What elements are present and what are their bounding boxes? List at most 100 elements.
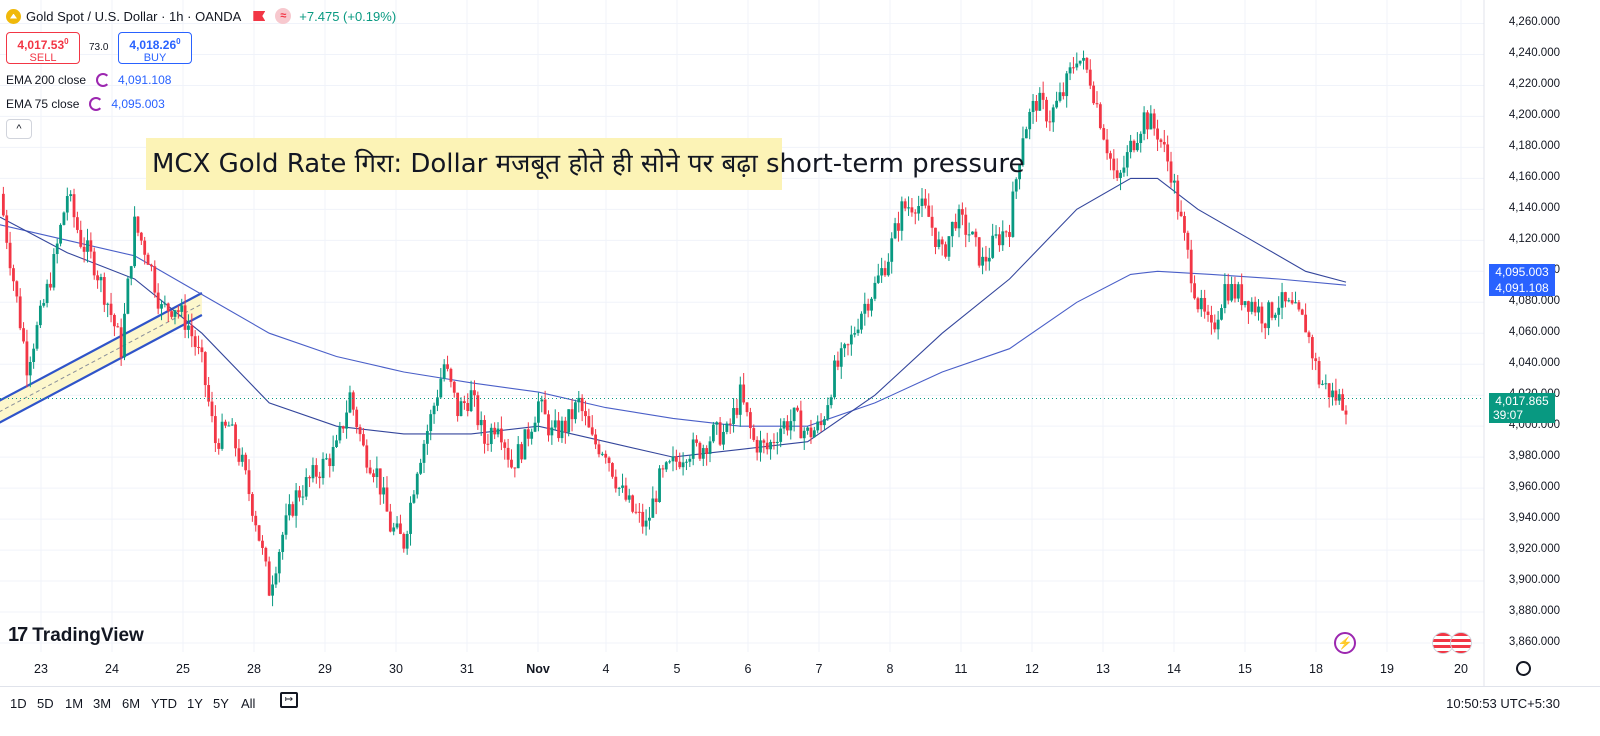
candle-body (388, 511, 392, 532)
candle-body (627, 495, 631, 500)
price-chart[interactable] (0, 0, 1600, 686)
candle-body (843, 344, 847, 349)
candle-body (674, 456, 678, 462)
candle-body (1169, 161, 1173, 183)
candle-body (543, 399, 547, 415)
ema75-path (0, 177, 1347, 458)
candle-body (930, 216, 934, 228)
candle-body (42, 303, 46, 306)
spread: 73.0 (89, 42, 109, 53)
collapse-legend-button[interactable]: ^ (6, 119, 32, 139)
candle-body (227, 425, 231, 427)
candle-body (718, 422, 722, 445)
candle-body (1068, 67, 1072, 74)
candle-body (523, 429, 527, 460)
candle-body (1139, 133, 1143, 144)
candle-body (1088, 69, 1092, 86)
candle-body (584, 411, 587, 417)
buy-button[interactable]: 4,018.260 BUY (118, 32, 192, 64)
candle-body (476, 395, 480, 426)
candle-body (119, 327, 123, 358)
candle-body (1152, 113, 1156, 129)
sell-label: SELL (29, 52, 57, 64)
refresh-icon[interactable] (96, 73, 111, 87)
range-button-1y[interactable]: 1Y (187, 696, 203, 711)
tradingview-logo[interactable]: 17 TradingView (8, 624, 144, 647)
candle-body (907, 207, 910, 209)
candle-body (123, 313, 126, 358)
replay-icon[interactable]: ↦ (280, 692, 298, 708)
candle-body (409, 502, 412, 534)
candle-body (419, 462, 423, 474)
candle-body (685, 461, 688, 463)
candle-body (372, 473, 375, 478)
range-button-all[interactable]: All (241, 696, 256, 711)
candle-body (691, 439, 695, 459)
range-button-3m[interactable]: 3M (93, 696, 112, 711)
candle-body (139, 232, 143, 241)
candle-body (1078, 60, 1082, 64)
candle-body (341, 426, 345, 429)
candle-body (116, 326, 120, 328)
candle-body (833, 360, 836, 398)
candle-body (786, 421, 789, 431)
candle-body (533, 422, 537, 432)
time-tick-label: 25 (176, 662, 190, 676)
candle-body (732, 408, 735, 424)
ema200-legend[interactable]: EMA 200 close 4,091.108 (6, 73, 171, 87)
us-flag-icon[interactable] (1450, 632, 1472, 654)
candle-body (473, 390, 476, 396)
gear-icon[interactable] (1516, 661, 1531, 676)
time-tick-label: 14 (1167, 662, 1181, 676)
ema75-legend[interactable]: EMA 75 close 4,095.003 (6, 97, 165, 111)
trend-mid (0, 303, 203, 412)
refresh-icon[interactable] (89, 97, 104, 111)
wave-icon[interactable]: ≈ (275, 8, 292, 24)
flag-icon[interactable] (253, 11, 266, 21)
range-button-5d[interactable]: 5D (37, 696, 54, 711)
range-button-6m[interactable]: 6M (122, 696, 141, 711)
candle-body (755, 439, 759, 453)
candle-body (1260, 306, 1264, 324)
candle-body (1300, 309, 1304, 315)
candle-body (113, 314, 116, 327)
candle-body (1297, 302, 1301, 310)
candle-body (1065, 73, 1069, 97)
symbol-legend[interactable]: Gold Spot / U.S. Dollar · 1h · OANDA ≈ +… (6, 8, 396, 24)
candle-body (65, 196, 69, 213)
candle-body (1179, 211, 1183, 217)
candle-body (954, 221, 958, 229)
range-button-1m[interactable]: 1M (65, 696, 84, 711)
candle-body (1287, 300, 1291, 302)
candle-body (92, 251, 96, 276)
candle-body (1277, 307, 1281, 315)
candle-body (540, 399, 544, 402)
candle-body (1210, 314, 1213, 323)
time-tick-label: Nov (526, 662, 550, 676)
range-button-1d[interactable]: 1D (10, 696, 27, 711)
candle-body (1206, 311, 1210, 315)
candle-body (836, 360, 840, 367)
lightning-icon[interactable]: ⚡ (1334, 632, 1356, 654)
range-button-5y[interactable]: 5Y (213, 696, 229, 711)
candle-body (136, 216, 140, 233)
candle-body (32, 348, 36, 363)
candle-body (176, 310, 180, 312)
candle-body (210, 401, 214, 417)
candle-body (1092, 85, 1096, 104)
candle-body (816, 421, 820, 431)
candle-body (1082, 57, 1085, 61)
candle-body (1, 193, 5, 216)
price-tick-label: 3,980.000 (1508, 450, 1560, 463)
candle-body (462, 401, 466, 404)
candle-body (944, 244, 947, 257)
sell-button[interactable]: 4,017.530 SELL (6, 32, 80, 64)
candle-body (570, 409, 574, 420)
candle-body (1257, 306, 1260, 313)
candle-body (1327, 383, 1331, 398)
candle-body (1011, 191, 1015, 237)
candle-body (395, 523, 399, 528)
candle-body (173, 310, 177, 317)
range-button-ytd[interactable]: YTD (151, 696, 177, 711)
candle-body (456, 392, 460, 417)
